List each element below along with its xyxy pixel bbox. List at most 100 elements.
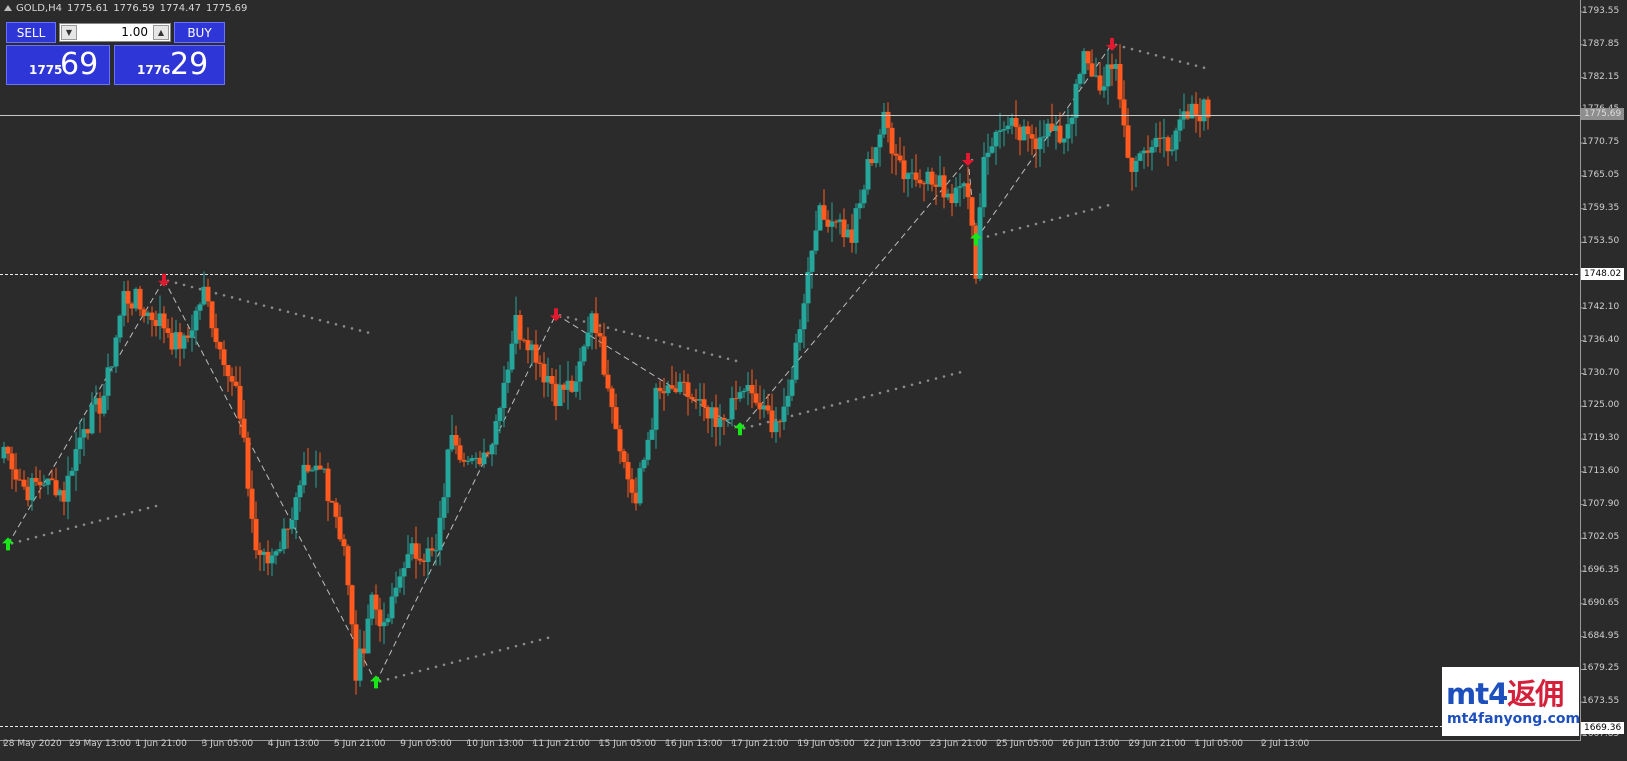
candle-body xyxy=(533,344,539,363)
lot-increase-icon[interactable]: ▲ xyxy=(153,25,169,40)
indicator-dot xyxy=(286,310,290,314)
candle-body xyxy=(1121,99,1127,126)
candle-body xyxy=(977,207,983,279)
candle-body xyxy=(937,175,943,187)
candle-body xyxy=(553,383,559,406)
indicator-dot xyxy=(50,531,54,535)
indicator-dot xyxy=(646,336,650,340)
candle-body xyxy=(865,159,871,190)
candle-body xyxy=(789,379,795,396)
candle-body xyxy=(1197,116,1203,122)
candle-body xyxy=(633,492,639,504)
indicator-dot xyxy=(950,373,954,376)
price-axis-label: 1736.40 xyxy=(1582,334,1620,345)
sell-price-button[interactable]: 1775 69 xyxy=(6,45,110,85)
candle-body xyxy=(109,366,115,368)
candle-body xyxy=(5,446,11,454)
candle-body xyxy=(97,398,103,414)
candle-body xyxy=(421,560,427,563)
candle-body xyxy=(413,543,419,559)
close-value: 1775.69 xyxy=(206,3,248,14)
indicator-dot xyxy=(358,329,362,332)
indicator-dot xyxy=(894,387,898,391)
watermark-logo: mt4返佣 mt4fanyong.com xyxy=(1442,667,1580,736)
candle-body xyxy=(969,197,975,226)
buy-button[interactable]: BUY xyxy=(174,22,225,43)
candle-body xyxy=(701,399,707,408)
time-axis-label: 25 Jun 05:00 xyxy=(996,739,1054,749)
indicator-dot xyxy=(846,400,850,403)
candle-body xyxy=(813,230,819,251)
candle-body xyxy=(677,381,683,393)
indicator-dot xyxy=(18,539,22,543)
indicator-dot xyxy=(310,316,314,320)
lot-decrease-icon[interactable]: ▼ xyxy=(61,25,77,40)
candle-body xyxy=(1085,51,1091,64)
candle-body xyxy=(1093,75,1099,77)
indicator-dot xyxy=(670,342,674,346)
indicator-dot xyxy=(702,351,706,354)
price-axis-label: 1782.15 xyxy=(1582,71,1620,82)
candle-body xyxy=(401,568,407,577)
candle-body xyxy=(89,404,95,434)
indicator-dot xyxy=(710,353,714,356)
candle-body xyxy=(653,387,659,430)
buy-price-button[interactable]: 1776 29 xyxy=(114,45,225,85)
time-axis-label: 19 Jun 05:00 xyxy=(797,739,855,749)
indicator-dot xyxy=(254,302,258,305)
buy-price-pips: 29 xyxy=(170,47,209,82)
indicator-dot xyxy=(190,285,194,289)
candle-body xyxy=(1105,64,1111,87)
indicator-dot xyxy=(154,504,158,508)
indicator-dot xyxy=(238,298,242,301)
indicator-dot xyxy=(1170,58,1174,61)
candle-body xyxy=(973,225,979,279)
candle-body xyxy=(673,388,679,393)
candle-body xyxy=(241,418,247,438)
lot-size-input[interactable]: ▼ 1.00 ▲ xyxy=(59,23,171,42)
candle-body xyxy=(165,328,171,333)
candle-body xyxy=(809,250,815,272)
candle-body xyxy=(1037,137,1043,150)
indicator-dot xyxy=(726,357,730,361)
candle-body xyxy=(981,157,987,208)
price-axis-label: 1759.35 xyxy=(1582,202,1620,213)
indicator-dot xyxy=(450,661,454,664)
candle-body xyxy=(877,134,883,148)
indicator-dot xyxy=(182,283,186,287)
price-axis-ticks xyxy=(1580,11,1584,736)
candle-body xyxy=(1053,125,1059,131)
candle-body xyxy=(301,464,307,486)
candle-body xyxy=(1,446,7,459)
candle-body xyxy=(525,340,531,351)
sell-button[interactable]: SELL xyxy=(6,22,56,43)
collapse-triangle-icon[interactable] xyxy=(4,5,12,11)
time-axis-label: 29 Jun 21:00 xyxy=(1128,739,1186,749)
indicator-dot xyxy=(1130,47,1134,51)
candle-body xyxy=(1017,127,1023,141)
indicator-dot xyxy=(366,331,370,334)
candle-body xyxy=(1129,157,1135,172)
candle-body xyxy=(505,369,511,383)
indicator-dot xyxy=(98,519,102,522)
indicator-dot xyxy=(222,293,226,297)
indicator-dot xyxy=(402,673,406,677)
candle-body xyxy=(345,546,351,586)
indicator-dot xyxy=(506,646,510,650)
indicator-dot xyxy=(1202,66,1206,70)
candle-body xyxy=(41,484,47,486)
price-axis-label: 1667.85 xyxy=(1582,729,1620,739)
indicator-dot xyxy=(318,318,322,322)
time-axis-label: 1 Jul 05:00 xyxy=(1194,739,1244,749)
candle-body xyxy=(321,468,327,470)
candle-body xyxy=(353,624,359,681)
candle-body xyxy=(445,449,451,498)
price-axis-label: 1713.60 xyxy=(1582,465,1620,476)
candle-body xyxy=(717,417,723,427)
candle-body xyxy=(141,309,147,316)
time-axis-label: 5 Jun 21:00 xyxy=(334,739,386,749)
indicator-dot xyxy=(734,359,738,363)
time-axis-label: 23 Jun 21:00 xyxy=(929,739,988,749)
lot-size-value[interactable]: 1.00 xyxy=(121,25,148,39)
